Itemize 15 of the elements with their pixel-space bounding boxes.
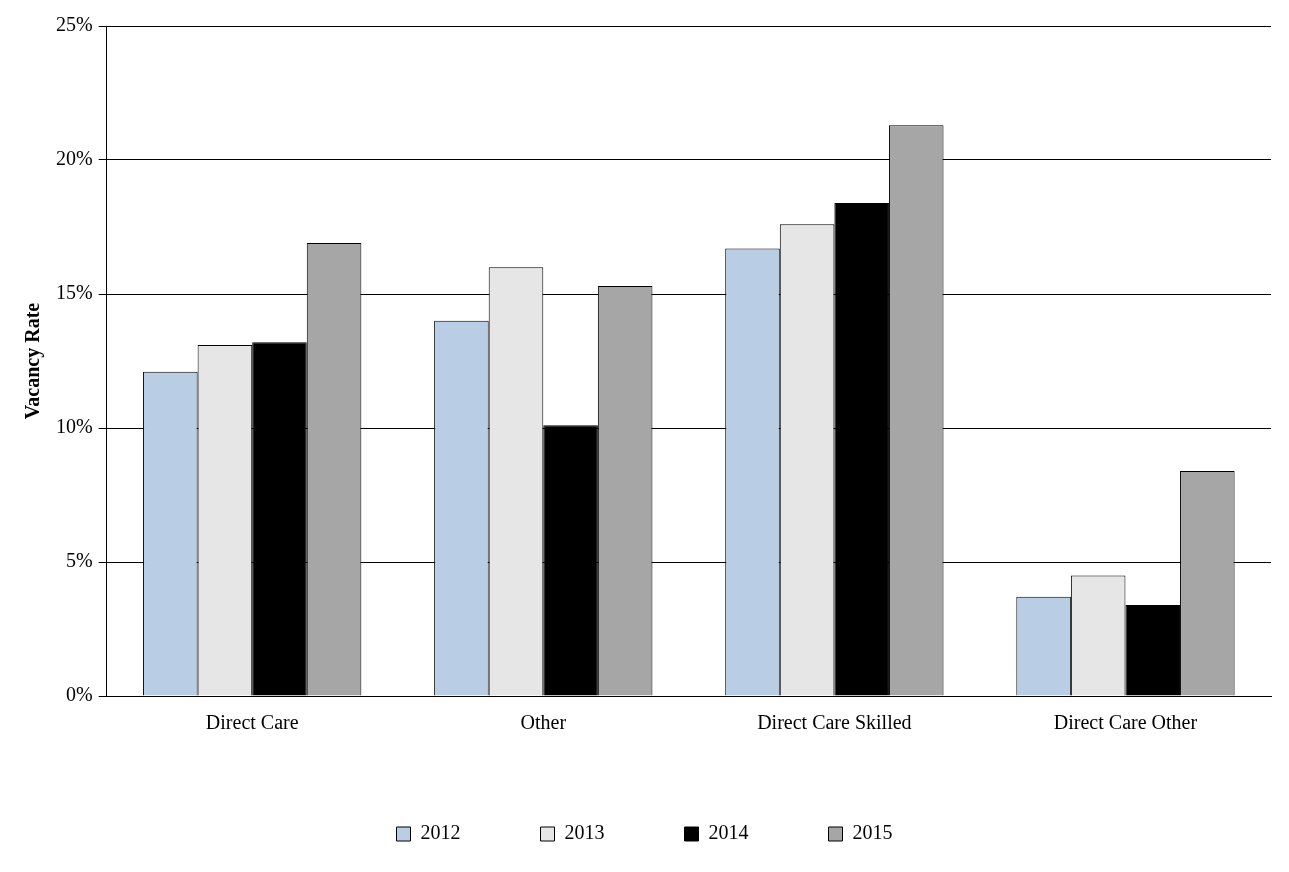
y-axis-title: Vacancy Rate xyxy=(21,302,45,420)
y-tick-label: 10% xyxy=(55,415,93,438)
y-tick-label: 25% xyxy=(55,13,93,36)
legend-label: 2013 xyxy=(564,821,605,844)
y-tick-label: 20% xyxy=(55,147,93,170)
legend-label: 2012 xyxy=(420,821,461,844)
x-tick-label: Direct Care Skilled xyxy=(757,711,912,734)
y-tick-label: 5% xyxy=(65,549,93,572)
legend-label: 2015 xyxy=(852,821,893,844)
legend-label: 2014 xyxy=(708,821,749,844)
y-tick-label: 15% xyxy=(55,281,93,304)
x-tick-label: Other xyxy=(520,711,567,734)
x-tick-label: Direct Care xyxy=(205,711,299,734)
x-tick-label: Direct Care Other xyxy=(1053,711,1198,734)
y-tick-label: 0% xyxy=(65,683,93,706)
